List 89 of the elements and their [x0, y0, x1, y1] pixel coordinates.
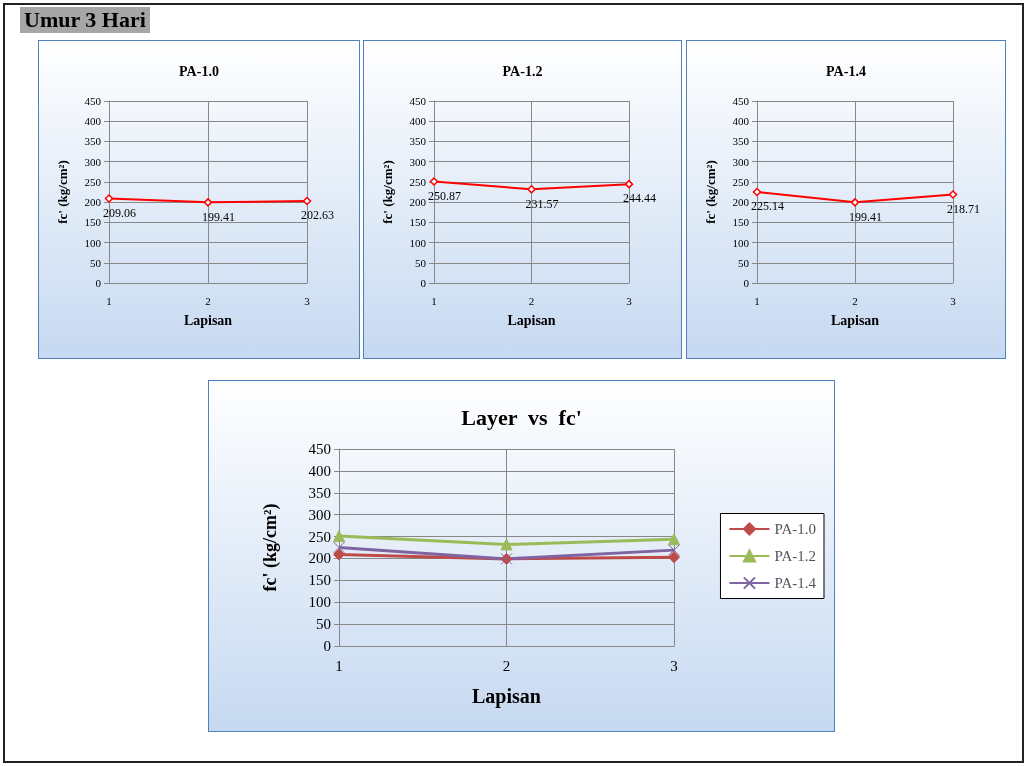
point: [948, 190, 958, 199]
y-tick-label: 200: [84, 196, 102, 209]
x-tick-label: 3: [626, 294, 633, 307]
y-tick-label: 200: [732, 196, 750, 209]
point: [333, 541, 345, 554]
y-tick-label: 350: [308, 484, 331, 501]
y-tick-label: 0: [323, 638, 331, 654]
y-tick-label: 250: [732, 175, 750, 188]
point: [668, 544, 680, 557]
y-tick-label: 400: [409, 115, 427, 128]
x-axis-title: Lapisan: [507, 312, 556, 328]
y-tick-label: 450: [409, 95, 427, 107]
legend-label: PA-1.4: [774, 575, 817, 591]
y-axis-title: fc' (kg/cm²): [55, 160, 70, 224]
chart-title: PA-1.4: [826, 63, 866, 79]
x-tick-label: 2: [852, 294, 858, 307]
x-tick-label: 2: [502, 657, 511, 674]
legend-label: PA-1.0: [774, 521, 816, 537]
point: [527, 185, 536, 194]
y-tick-label: 50: [90, 256, 102, 269]
y-tick-label: 450: [308, 441, 331, 457]
y-tick-label: 50: [415, 256, 427, 269]
y-tick-label: 150: [732, 216, 750, 229]
point: [752, 187, 762, 197]
point: [668, 551, 680, 564]
y-tick-label: 400: [308, 462, 331, 479]
point: [624, 179, 634, 189]
y-tick-label: 450: [84, 95, 102, 107]
y-tick-label: 100: [732, 236, 750, 249]
y-tick-label: 250: [84, 175, 102, 188]
y-tick-label: 150: [409, 216, 427, 229]
y-tick-label: 100: [308, 594, 331, 611]
y-tick-label: 200: [308, 550, 331, 567]
data-label: 218.71: [947, 201, 980, 216]
x-tick-label: 1: [106, 294, 112, 307]
y-tick-label: 0: [743, 277, 750, 289]
point: [333, 548, 345, 561]
data-label: 202.63: [301, 208, 334, 223]
x-tick-label: 3: [950, 294, 957, 307]
y-tick-label: 350: [84, 135, 102, 148]
y-tick-label: 50: [738, 256, 750, 269]
point: [850, 198, 860, 207]
y-tick-label: 350: [732, 135, 750, 148]
y-tick-label: 200: [409, 196, 427, 209]
x-tick-label: 1: [754, 294, 760, 307]
data-label: 225.14: [751, 199, 784, 214]
chart-title: PA-1.0: [179, 63, 219, 79]
x-axis-title: Lapisan: [472, 685, 541, 708]
data-label: 199.41: [849, 209, 882, 224]
y-tick-label: 300: [84, 155, 102, 168]
y-tick-label: 150: [84, 216, 102, 229]
y-tick-label: 400: [732, 115, 750, 128]
y-axis-title: fc' (kg/cm²): [703, 160, 718, 224]
text: Umur 3 Hari: [20, 7, 150, 33]
x-axis-title: Lapisan: [183, 312, 233, 328]
data-label: 199.41: [202, 209, 235, 224]
chart-title: PA-1.2: [502, 63, 543, 79]
chart-title: Layer vs fc': [461, 404, 582, 430]
y-axis-title: fc' (kg/cm²): [380, 160, 395, 224]
y-tick-label: 0: [95, 277, 102, 289]
y-tick-label: 400: [84, 115, 102, 128]
legend-label: PA-1.2: [774, 548, 816, 564]
y-axis-title: fc' (kg/cm²): [260, 503, 281, 592]
x-tick-label: 1: [335, 657, 343, 674]
y-tick-label: 250: [308, 528, 331, 545]
y-tick-label: 100: [84, 236, 102, 249]
data-label: 231.57: [525, 196, 559, 211]
data-label: 250.87: [428, 188, 461, 203]
y-tick-label: 100: [409, 236, 427, 249]
y-tick-label: 300: [409, 155, 427, 168]
data-label: 244.44: [623, 191, 656, 206]
x-tick-label: 2: [205, 294, 211, 307]
y-tick-label: 350: [409, 135, 427, 148]
y-tick-label: 150: [308, 572, 331, 589]
x-tick-label: 3: [670, 657, 678, 674]
point: [500, 538, 513, 551]
point: [668, 533, 680, 546]
y-tick-label: 50: [316, 616, 331, 633]
y-tick-label: 0: [420, 277, 427, 289]
y-tick-label: 450: [732, 95, 750, 107]
y-tick-label: 300: [732, 155, 750, 168]
x-tick-label: 1: [431, 294, 437, 307]
x-tick-label: 2: [528, 294, 535, 307]
data-label: 209.06: [103, 205, 136, 220]
x-axis-title: Lapisan: [830, 312, 880, 328]
x-tick-label: 3: [304, 294, 311, 307]
point: [333, 530, 345, 543]
y-tick-label: 300: [308, 506, 331, 523]
y-tick-label: 250: [409, 175, 427, 188]
